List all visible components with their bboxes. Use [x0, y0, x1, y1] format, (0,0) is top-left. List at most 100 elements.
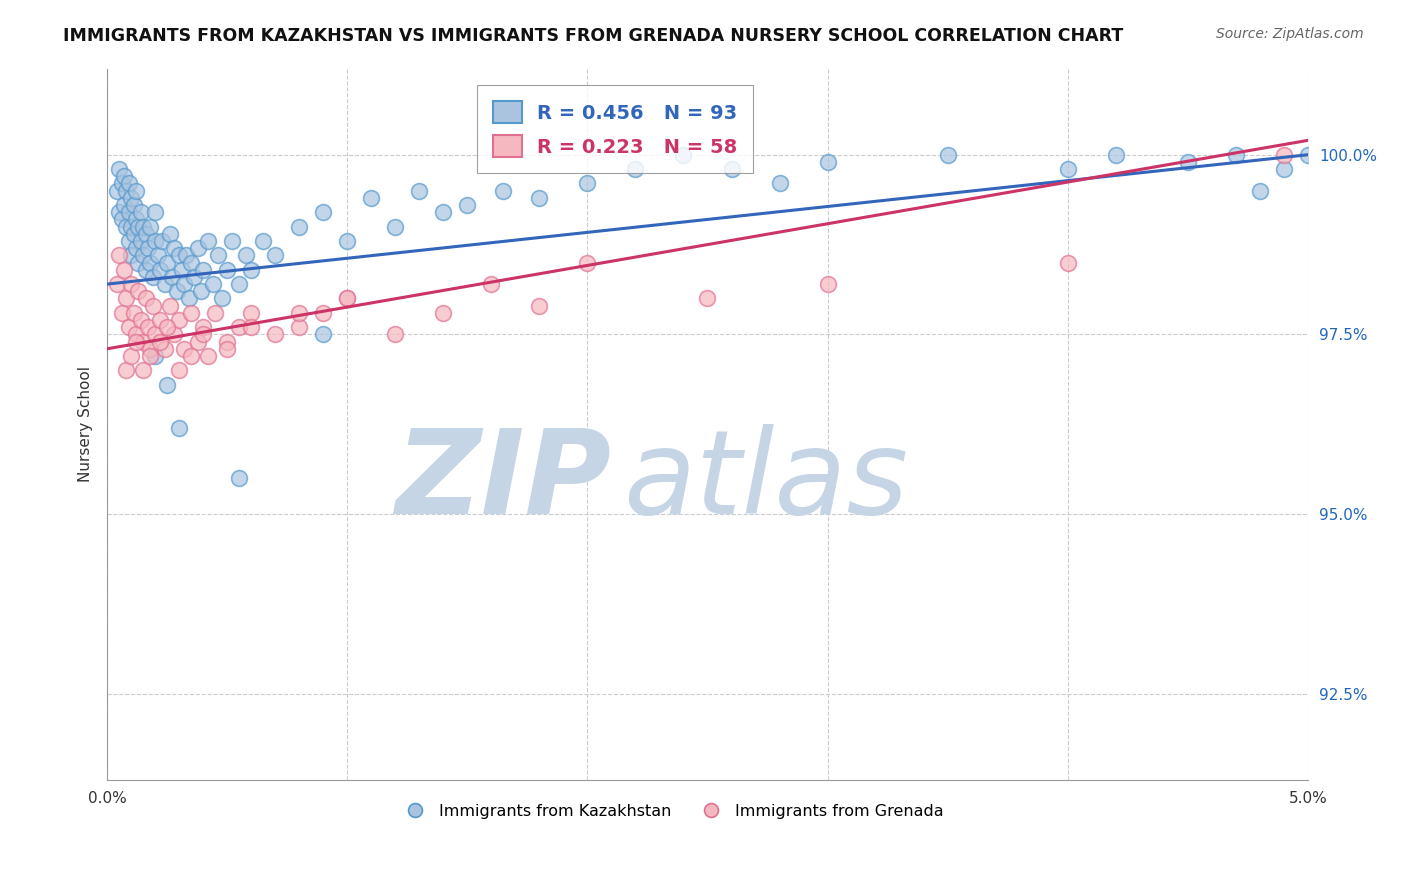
Point [336, 292, 359, 306]
Point [479, 277, 502, 292]
Point [108, 162, 131, 177]
Point [136, 241, 159, 255]
Point [197, 349, 219, 363]
Point [817, 277, 839, 292]
Point [1105, 147, 1128, 161]
Point [1056, 255, 1078, 269]
Text: ZIP: ZIP [395, 424, 612, 539]
Point [197, 234, 219, 248]
Point [159, 299, 181, 313]
Point [122, 198, 145, 212]
Point [180, 349, 202, 363]
Point [139, 255, 162, 269]
Point [228, 277, 250, 292]
Point [139, 342, 162, 356]
Point [125, 334, 148, 349]
Point [132, 334, 155, 349]
Point [167, 248, 190, 262]
Point [153, 342, 176, 356]
Point [264, 327, 287, 342]
Point [696, 292, 718, 306]
Point [167, 313, 190, 327]
Point [156, 320, 179, 334]
Point [159, 227, 181, 241]
Point [228, 320, 250, 334]
Point [312, 306, 335, 320]
Y-axis label: Nursery School: Nursery School [79, 367, 93, 483]
Point [166, 285, 188, 299]
Point [125, 184, 148, 198]
Point [120, 349, 142, 363]
Point [720, 162, 742, 177]
Point [217, 262, 239, 277]
Legend: Immigrants from Kazakhstan, Immigrants from Grenada: Immigrants from Kazakhstan, Immigrants f… [392, 797, 950, 825]
Point [135, 227, 157, 241]
Point [108, 248, 131, 262]
Point [132, 219, 155, 234]
Point [576, 177, 599, 191]
Point [1296, 147, 1319, 161]
Point [163, 327, 186, 342]
Point [529, 299, 551, 313]
Point [360, 191, 382, 205]
Point [624, 162, 647, 177]
Point [180, 306, 202, 320]
Point [135, 262, 157, 277]
Point [110, 306, 132, 320]
Point [153, 277, 176, 292]
Point [936, 147, 959, 161]
Point [187, 241, 209, 255]
Point [492, 184, 515, 198]
Point [136, 320, 159, 334]
Point [110, 212, 132, 227]
Point [768, 177, 790, 191]
Point [167, 421, 190, 435]
Point [167, 363, 190, 377]
Text: IMMIGRANTS FROM KAZAKHSTAN VS IMMIGRANTS FROM GRENADA NURSERY SCHOOL CORRELATION: IMMIGRANTS FROM KAZAKHSTAN VS IMMIGRANTS… [63, 27, 1123, 45]
Point [1272, 162, 1295, 177]
Point [193, 320, 215, 334]
Point [120, 277, 142, 292]
Point [336, 292, 359, 306]
Point [288, 320, 311, 334]
Point [110, 177, 132, 191]
Point [143, 327, 166, 342]
Point [187, 334, 209, 349]
Point [240, 306, 263, 320]
Point [146, 248, 169, 262]
Point [149, 313, 172, 327]
Point [221, 234, 243, 248]
Point [135, 292, 157, 306]
Point [115, 292, 138, 306]
Point [150, 234, 173, 248]
Point [193, 327, 215, 342]
Point [160, 269, 183, 284]
Point [672, 147, 695, 161]
Point [149, 334, 172, 349]
Point [207, 248, 229, 262]
Point [228, 471, 250, 485]
Point [204, 306, 226, 320]
Point [1249, 184, 1271, 198]
Point [456, 198, 478, 212]
Point [122, 227, 145, 241]
Point [125, 241, 148, 255]
Point [177, 292, 200, 306]
Point [240, 262, 263, 277]
Point [576, 255, 599, 269]
Point [1225, 147, 1247, 161]
Point [127, 219, 149, 234]
Point [142, 269, 165, 284]
Point [132, 363, 155, 377]
Point [180, 255, 202, 269]
Point [105, 184, 128, 198]
Point [129, 313, 152, 327]
Point [118, 177, 141, 191]
Point [120, 219, 142, 234]
Point [108, 205, 131, 219]
Point [183, 269, 205, 284]
Point [432, 306, 454, 320]
Point [217, 342, 239, 356]
Point [125, 212, 148, 227]
Point [312, 205, 335, 219]
